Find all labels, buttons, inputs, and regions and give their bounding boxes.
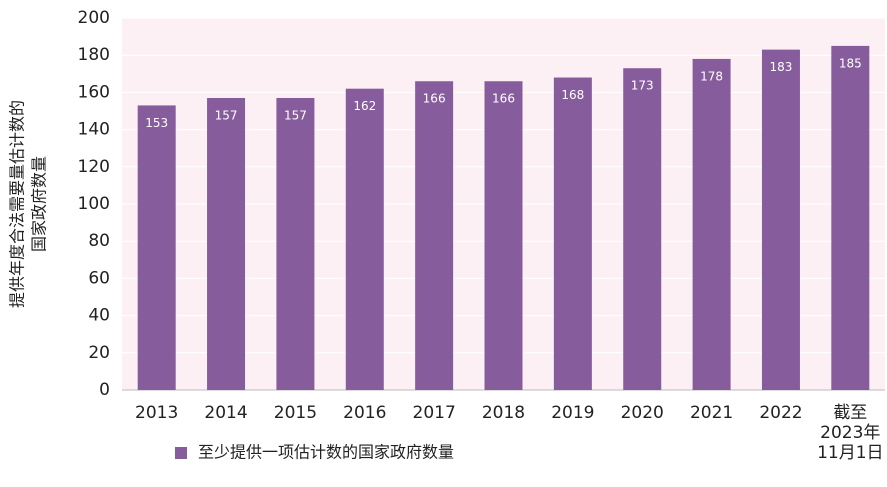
y-axis-label: 提供年度合法需要量估计数的 国家政府数量 <box>8 100 49 308</box>
x-tick-label: 2020 <box>621 403 664 423</box>
x-tick-label: 2021 <box>690 403 733 423</box>
x-tick-label: 11月1日 <box>817 443 883 463</box>
bar <box>831 45 870 391</box>
x-tick-label: 2019 <box>551 403 594 423</box>
bar <box>276 97 315 390</box>
bar <box>692 58 731 391</box>
x-tick-label: 2022 <box>759 403 802 423</box>
bar <box>137 105 176 391</box>
y-tick-label: 120 <box>78 157 110 177</box>
bar <box>345 88 384 391</box>
value-label: 153 <box>145 116 168 130</box>
y-tick-label: 180 <box>78 45 110 65</box>
x-tick-label: 2013 <box>135 403 178 423</box>
value-label: 166 <box>492 92 515 106</box>
value-label: 162 <box>353 99 376 113</box>
bar <box>623 68 662 390</box>
bar <box>553 77 592 391</box>
value-label: 157 <box>284 108 307 122</box>
x-tick-label: 2017 <box>413 403 456 423</box>
bar <box>415 81 454 391</box>
x-tick-label: 2023年 <box>820 423 880 443</box>
value-label: 173 <box>631 79 654 93</box>
value-label: 178 <box>700 69 723 83</box>
value-label: 166 <box>423 92 446 106</box>
value-label: 157 <box>215 108 238 122</box>
legend-swatch <box>175 447 187 459</box>
y-axis-label-line: 提供年度合法需要量估计数的 <box>8 100 27 308</box>
value-label: 185 <box>839 56 862 70</box>
y-tick-label: 140 <box>78 120 110 140</box>
y-tick-label: 60 <box>88 268 110 288</box>
x-tick-label: 2016 <box>343 403 386 423</box>
x-tick-label: 2015 <box>274 403 317 423</box>
y-axis-label-line: 国家政府数量 <box>30 156 49 252</box>
y-tick-label: 40 <box>88 306 110 326</box>
y-tick-label: 0 <box>99 380 110 400</box>
legend-label: 至少提供一项估计数的国家政府数量 <box>198 443 454 462</box>
value-label: 168 <box>561 88 584 102</box>
value-label: 183 <box>770 60 793 74</box>
y-tick-label: 20 <box>88 343 110 363</box>
x-tick-label: 2018 <box>482 403 525 423</box>
y-tick-label: 160 <box>78 82 110 102</box>
x-tick-label: 截至 <box>833 403 867 423</box>
y-tick-label: 200 <box>78 8 110 28</box>
y-tick-label: 80 <box>88 231 110 251</box>
y-tick-label: 100 <box>78 194 110 214</box>
x-tick-label: 2014 <box>204 403 247 423</box>
bar <box>207 97 246 390</box>
bar <box>484 81 523 391</box>
bar <box>761 49 800 391</box>
